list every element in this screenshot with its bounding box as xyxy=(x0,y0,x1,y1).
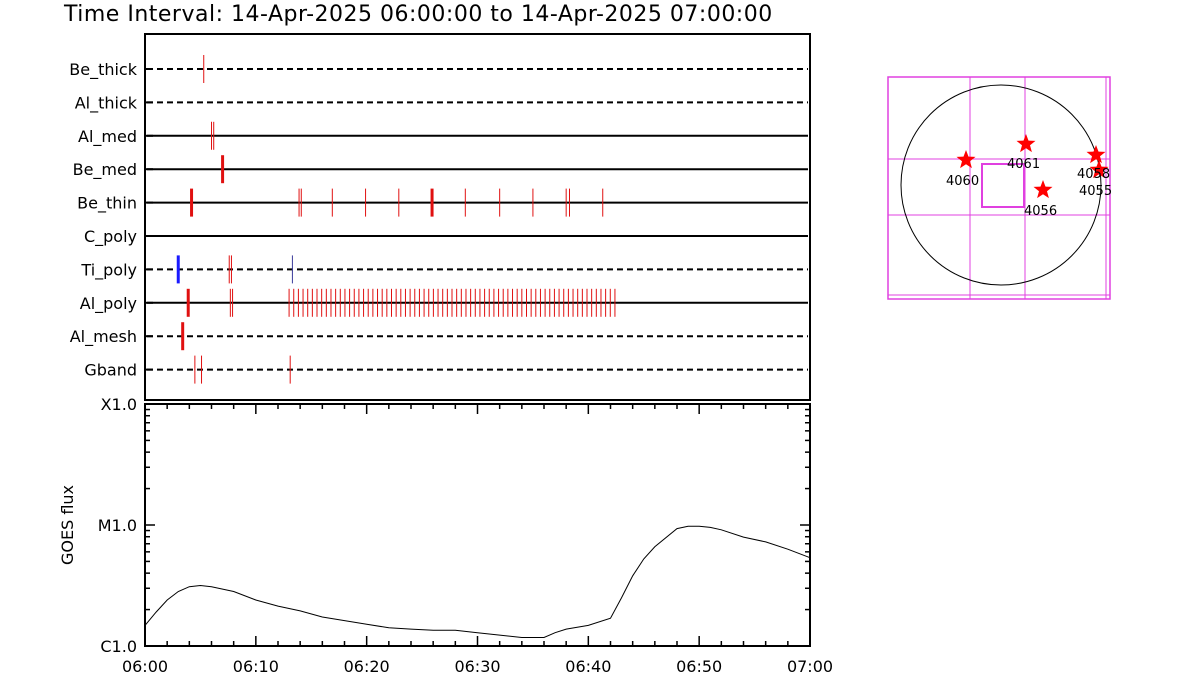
channel-label-be_thin: Be_thin xyxy=(77,194,137,214)
channel-label-gband: Gband xyxy=(84,361,137,380)
solar-map: 4060 4061 4058 4055 4056 xyxy=(887,76,1112,300)
ar-label-4055: 4055 xyxy=(1079,184,1112,199)
y-tick-m1: M1.0 xyxy=(98,516,137,535)
x-tick-label: 06:30 xyxy=(454,657,500,676)
ar-label-4060: 4060 xyxy=(946,174,979,189)
goes-flux-line xyxy=(144,525,811,638)
x-tick-label: 06:40 xyxy=(565,657,611,676)
x-tick-label: 06:50 xyxy=(676,657,722,676)
ar-star-4061 xyxy=(1016,134,1036,153)
fov-box xyxy=(981,163,1025,208)
x-tick-label: 06:00 xyxy=(122,657,168,676)
x-tick-label: 07:00 xyxy=(787,657,833,676)
x-tick-label: 06:10 xyxy=(233,657,279,676)
channel-label-al_thick: Al_thick xyxy=(75,93,138,113)
ar-star-4060 xyxy=(956,150,976,169)
ar-star-4056 xyxy=(1033,180,1053,199)
x-tick-label: 06:20 xyxy=(344,657,390,676)
ar-label-4056: 4056 xyxy=(1024,204,1057,219)
ar-star-4058 xyxy=(1086,145,1106,164)
chart-title: Time Interval: 14-Apr-2025 06:00:00 to 1… xyxy=(64,2,773,27)
channel-label-be_med: Be_med xyxy=(73,160,137,180)
map-frame xyxy=(887,76,1111,300)
y-tick-x1: X1.0 xyxy=(101,395,137,414)
channel-label-c_poly: C_poly xyxy=(84,227,137,247)
channel-label-be_thick: Be_thick xyxy=(69,60,137,80)
channel-label-al_mesh: Al_mesh xyxy=(70,327,137,347)
solar-disk xyxy=(900,84,1102,286)
y-tick-c1: C1.0 xyxy=(100,637,137,656)
y-axis-label: GOES flux xyxy=(58,485,77,565)
channel-label-al_poly: Al_poly xyxy=(80,294,137,314)
ar-label-4058: 4058 xyxy=(1077,167,1110,182)
channel-label-ti_poly: Ti_poly xyxy=(80,260,137,280)
goes-panel-frame xyxy=(144,403,811,647)
ar-star-4055 xyxy=(1089,160,1109,179)
ar-label-4061: 4061 xyxy=(1007,157,1040,172)
channel-label-al_med: Al_med xyxy=(78,127,137,147)
event-panel-frame xyxy=(144,33,811,401)
